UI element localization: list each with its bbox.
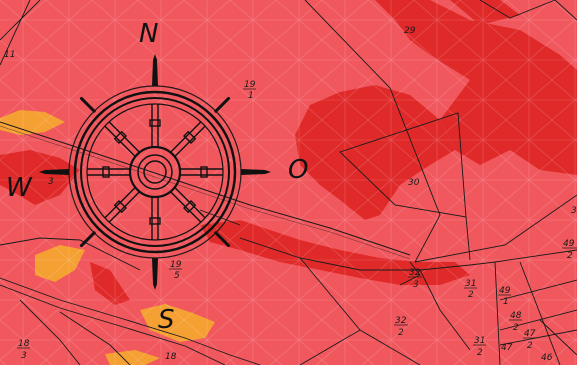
parcel-label-18[interactable]: 18 (165, 352, 177, 362)
compass-west-label: W (6, 173, 33, 203)
parcel-labels: 11 29 19 1 30 19 5 32 3 31 2 49 1 49 2 4… (4, 26, 577, 363)
parcel-label-31-2a-den: 2 (468, 290, 474, 300)
parcel-label-29[interactable]: 29 (404, 26, 416, 36)
parcel-label-49-2-den: 2 (567, 251, 573, 261)
compass-rose (39, 54, 271, 290)
road-line-2 (0, 125, 411, 260)
compass-east-label: O (288, 155, 308, 185)
parcel-label-18-3-num[interactable]: 18 (18, 339, 30, 349)
parcel-label-30[interactable]: 30 (408, 178, 420, 188)
parcel-label-32-3-den: 3 (413, 280, 419, 290)
parcel-label-47-2-den: 2 (527, 341, 533, 351)
parcel-label-3[interactable]: 3 (571, 206, 577, 216)
parcel-label-32-2-num[interactable]: 32 (395, 316, 407, 326)
parcel-label-31-2b-num[interactable]: 31 (474, 336, 485, 346)
compass-north-label: N (139, 19, 158, 49)
road-line (0, 121, 411, 256)
parcel-label-3b[interactable]: 3 (48, 177, 54, 187)
compass-south-label: S (158, 305, 175, 335)
parcel-label-11[interactable]: 11 (4, 50, 15, 60)
parcel-label-49-1-den: 1 (503, 297, 509, 307)
parcel-label-48-2-num[interactable]: 48 (510, 311, 522, 321)
parcel-label-49-2-num[interactable]: 49 (563, 239, 575, 249)
parcel-label-47[interactable]: 47 (501, 343, 513, 353)
parcel-label-46[interactable]: 46 (541, 353, 553, 363)
parcel-label-47-2-num[interactable]: 47 (524, 329, 536, 339)
parcel-label-49-1-num[interactable]: 49 (499, 286, 511, 296)
parcel-label-19-1-num[interactable]: 19 (244, 80, 256, 90)
parcel-label-19-5-den: 5 (174, 271, 180, 281)
parcel-label-48-2-den: 2 (513, 323, 519, 333)
parcel-label-31-2a-num[interactable]: 31 (465, 279, 476, 289)
parcel-label-32-3-num[interactable]: 32 (409, 268, 421, 278)
parcel-label-32-2-den: 2 (398, 328, 404, 338)
parcel-label-19-1-den: 1 (248, 91, 254, 101)
parcel-label-18-3-den: 3 (21, 351, 27, 361)
parcel-label-19-5-num[interactable]: 19 (170, 260, 182, 270)
parcel-label-31-2b-den: 2 (477, 348, 483, 358)
